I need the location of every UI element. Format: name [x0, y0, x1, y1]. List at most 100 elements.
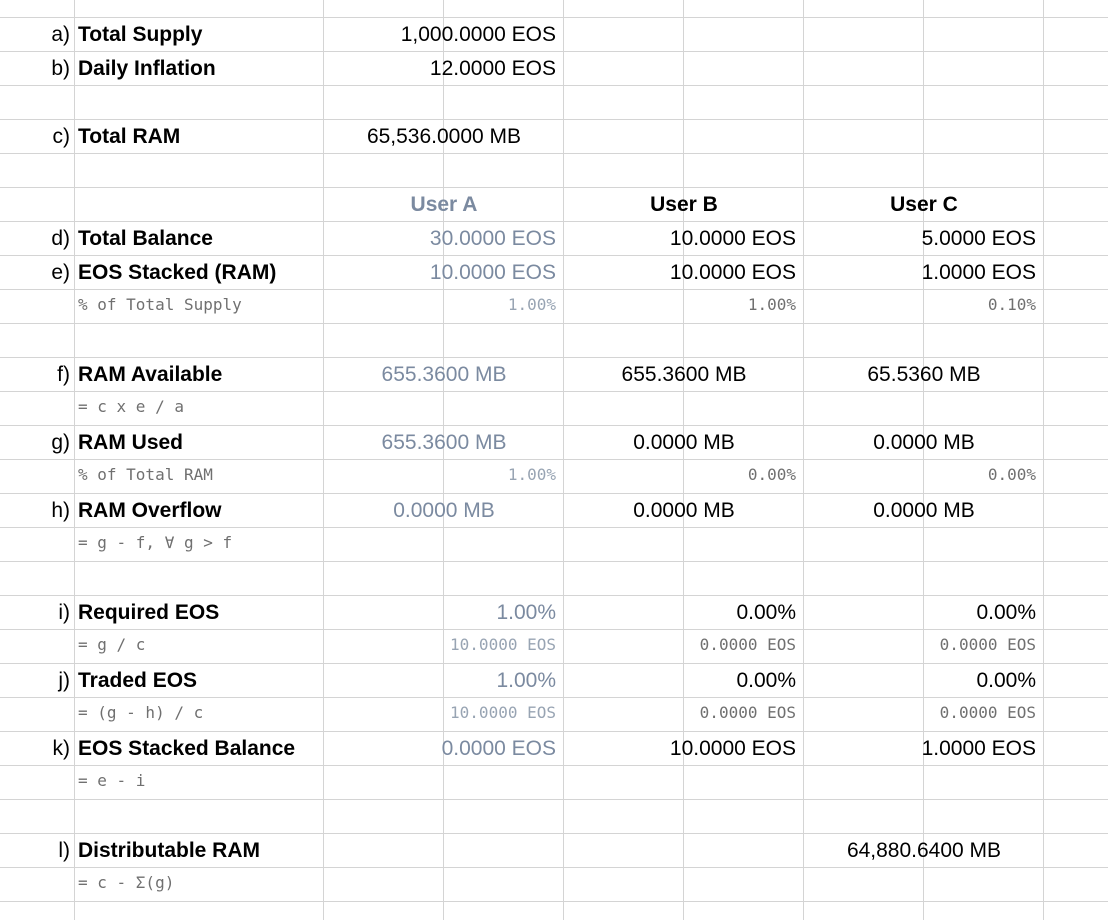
row-divider: [0, 697, 1108, 698]
user-c-value: 5.0000 EOS: [921, 227, 1036, 250]
row-divider: [0, 425, 1108, 426]
row-divider: [0, 357, 1108, 358]
user-a-value: 655.3600 MB: [381, 363, 507, 386]
row-label: Distributable RAM: [78, 839, 261, 862]
user-b-subvalue: 0.00%: [747, 465, 796, 484]
row-label: Traded EOS: [78, 669, 198, 692]
row-label: RAM Used: [78, 431, 184, 454]
user-b-value: 0.0000 MB: [633, 499, 735, 522]
column-divider: [923, 0, 924, 920]
row-label: Required EOS: [78, 601, 220, 624]
total-supply-value: 1,000.0000 EOS: [400, 23, 556, 46]
row-description: % of Total Supply: [78, 295, 242, 314]
row-label: Daily Inflation: [78, 57, 216, 80]
row-divider: [0, 119, 1108, 120]
user-b-header: User B: [650, 193, 718, 216]
row-letter: a): [51, 23, 70, 46]
user-b-value: 10.0000 EOS: [669, 737, 796, 760]
row-letter: f): [57, 363, 70, 386]
row-label: RAM Overflow: [78, 499, 222, 522]
user-c-subvalue: 0.10%: [987, 295, 1036, 314]
row-label: RAM Available: [78, 363, 223, 386]
row-divider: [0, 799, 1108, 800]
row-divider: [0, 187, 1108, 188]
row-label: Total Supply: [78, 23, 203, 46]
row-divider: [0, 663, 1108, 664]
row-divider: [0, 85, 1108, 86]
column-divider: [74, 0, 75, 920]
user-b-subvalue: 1.00%: [747, 295, 796, 314]
row-divider: [0, 153, 1108, 154]
row-divider: [0, 493, 1108, 494]
row-divider: [0, 17, 1108, 18]
user-c-value: 1.0000 EOS: [921, 737, 1036, 760]
row-formula: = g / c: [78, 635, 146, 654]
row-divider: [0, 391, 1108, 392]
row-divider: [0, 527, 1108, 528]
row-label: Total Balance: [78, 227, 213, 250]
row-formula: = g - f, ∀ g > f: [78, 533, 233, 552]
user-b-value: 0.0000 MB: [633, 431, 735, 454]
row-letter: h): [51, 499, 70, 522]
user-c-subvalue: 0.0000 EOS: [939, 635, 1036, 654]
column-divider: [1043, 0, 1044, 920]
user-b-value: 10.0000 EOS: [669, 227, 796, 250]
user-b-value: 0.00%: [736, 601, 796, 624]
row-divider: [0, 629, 1108, 630]
row-letter: d): [51, 227, 70, 250]
daily-inflation-value: 12.0000 EOS: [429, 57, 556, 80]
row-divider: [0, 867, 1108, 868]
distributable-ram-value: 64,880.6400 MB: [846, 839, 1002, 862]
column-divider: [803, 0, 804, 920]
user-a-subvalue: 10.0000 EOS: [450, 703, 556, 722]
row-formula: = c x e / a: [78, 397, 184, 416]
user-b-subvalue: 0.0000 EOS: [699, 635, 796, 654]
row-formula: = e - i: [78, 771, 146, 790]
user-c-value: 0.00%: [976, 601, 1036, 624]
row-divider: [0, 255, 1108, 256]
column-divider: [563, 0, 564, 920]
column-divider: [443, 0, 444, 920]
row-letter: k): [52, 737, 71, 760]
row-label: EOS Stacked (RAM): [78, 261, 277, 284]
row-divider: [0, 459, 1108, 460]
column-divider: [323, 0, 324, 920]
row-divider: [0, 833, 1108, 834]
row-divider: [0, 561, 1108, 562]
row-divider: [0, 731, 1108, 732]
user-a-value: 1.00%: [496, 669, 556, 692]
row-label: EOS Stacked Balance: [78, 737, 296, 760]
row-divider: [0, 221, 1108, 222]
row-letter: j): [58, 669, 70, 692]
total-ram-value: 65,536.0000 MB: [366, 125, 522, 148]
row-letter: b): [51, 57, 70, 80]
row-divider: [0, 901, 1108, 902]
row-letter: l): [58, 839, 70, 862]
user-c-header: User C: [890, 193, 958, 216]
user-a-value: 0.0000 EOS: [441, 737, 556, 760]
user-a-subvalue: 1.00%: [507, 295, 556, 314]
row-letter: g): [51, 431, 70, 454]
row-divider: [0, 765, 1108, 766]
user-a-value: 30.0000 EOS: [429, 227, 556, 250]
user-c-subvalue: 0.00%: [987, 465, 1036, 484]
row-divider: [0, 289, 1108, 290]
user-c-subvalue: 0.0000 EOS: [939, 703, 1036, 722]
user-a-value: 1.00%: [496, 601, 556, 624]
row-letter: e): [51, 261, 70, 284]
row-description: % of Total RAM: [78, 465, 213, 484]
row-label: Total RAM: [78, 125, 181, 148]
user-a-value: 0.0000 MB: [393, 499, 495, 522]
user-a-value: 655.3600 MB: [381, 431, 507, 454]
user-b-value: 0.00%: [736, 669, 796, 692]
user-b-subvalue: 0.0000 EOS: [699, 703, 796, 722]
user-a-subvalue: 1.00%: [507, 465, 556, 484]
row-formula: = c - Σ(g): [78, 873, 175, 892]
user-c-value: 1.0000 EOS: [921, 261, 1036, 284]
user-c-value: 0.0000 MB: [873, 499, 975, 522]
row-divider: [0, 595, 1108, 596]
user-c-value: 0.0000 MB: [873, 431, 975, 454]
user-c-value: 65.5360 MB: [867, 363, 981, 386]
column-divider: [683, 0, 684, 920]
